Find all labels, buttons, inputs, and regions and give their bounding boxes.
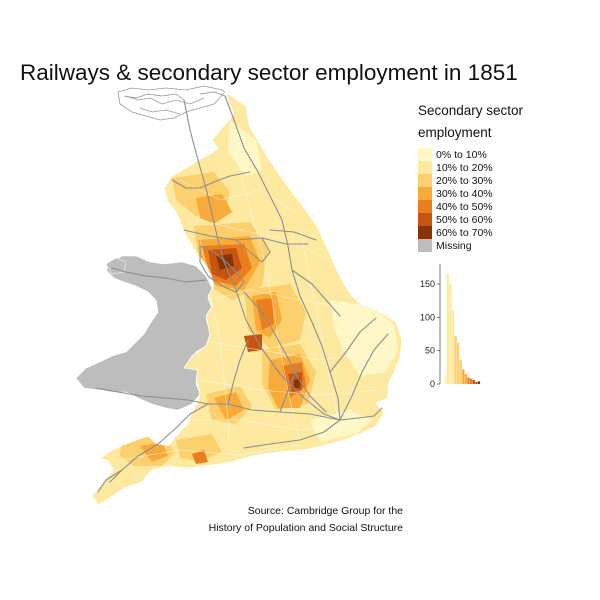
histogram-bar: [459, 360, 462, 384]
histogram-bar: [462, 369, 465, 384]
legend-swatch: [418, 148, 432, 161]
railway-norfolk: [329, 317, 377, 373]
railway-lancs-loop: [199, 245, 245, 293]
legend-swatch: [418, 174, 432, 187]
histogram-bar: [449, 284, 452, 384]
railway-hull: [269, 229, 317, 241]
histogram-bar: [457, 342, 460, 384]
histogram-tick-label: 50: [425, 346, 435, 356]
legend-swatch: [418, 200, 432, 213]
legend-label: 20% to 30%: [436, 174, 493, 187]
district-40-staffs: [256, 298, 274, 330]
histogram-tick-label: 0: [430, 379, 435, 389]
legend-label: Missing: [436, 239, 472, 252]
histogram-bar: [464, 374, 468, 384]
histogram-tick-label: 100: [420, 312, 435, 322]
histogram-bar: [470, 378, 473, 384]
histogram-bar: [454, 336, 457, 384]
legend-item: 0% to 10%: [418, 148, 588, 161]
histogram-bar: [475, 382, 478, 384]
railway-cornwall: [97, 469, 123, 493]
district-30-yorks: [196, 194, 232, 224]
railway-south: [243, 419, 341, 449]
legend-swatch: [418, 239, 432, 252]
district-30-somerset: [140, 442, 168, 462]
histogram-tick-label: 150: [420, 279, 435, 289]
railway-lincs: [291, 269, 341, 317]
railway-east-coast: [224, 95, 341, 421]
legend-swatch: [418, 226, 432, 239]
legend-label: 40% to 50%: [436, 200, 493, 213]
legend-item: Missing: [418, 239, 588, 252]
railway-wales-north: [111, 267, 207, 283]
railway-east-anglia: [339, 333, 389, 421]
legend: Secondary sector employment 0% to 10% 10%…: [418, 100, 588, 252]
district-30-glos: [214, 392, 244, 420]
railway-midland: [243, 291, 327, 413]
legend-label: 0% to 10%: [436, 148, 487, 161]
railway-network: [95, 95, 389, 493]
scotland-railways: [123, 91, 226, 101]
legend-item: 20% to 30%: [418, 174, 588, 187]
wales-missing-region: [75, 255, 213, 411]
source-note: Source: Cambridge Group for the History …: [209, 503, 403, 537]
histogram-bar: [472, 380, 475, 384]
scotland-outline: [117, 85, 226, 121]
district-60-leics: [294, 378, 300, 388]
legend-label: 60% to 70%: [436, 226, 493, 239]
district-20-southwest2: [176, 434, 222, 462]
legend-label: 10% to 20%: [436, 161, 493, 174]
legend-item: 50% to 60%: [418, 213, 588, 226]
histogram-bar: [467, 377, 470, 384]
histogram-bar: [446, 274, 449, 384]
railway-west-coast: [183, 99, 341, 421]
legend-items: 0% to 10% 10% to 20% 20% to 30% 30% to 40% 4…: [418, 148, 588, 252]
histogram-bar: [477, 381, 481, 384]
histogram-chart: 0 50 100 150: [420, 264, 481, 389]
legend-item: 40% to 50%: [418, 200, 588, 213]
source-line1: Source: Cambridge Group for the: [247, 505, 403, 517]
railway-oxford: [279, 363, 301, 413]
map-title: Railways & secondary sector employment i…: [20, 60, 518, 85]
district-low-east: [330, 300, 398, 376]
railway-wales-south: [95, 387, 209, 405]
district-low-north: [228, 120, 262, 176]
district-40-devon: [192, 450, 208, 464]
railway-trans-pennine: [183, 229, 309, 245]
employment-districts: [120, 120, 398, 466]
legend-label: 30% to 40%: [436, 187, 493, 200]
source-line2: History of Population and Social Structu…: [208, 522, 403, 534]
legend-swatch: [418, 161, 432, 174]
railway-kent: [339, 407, 383, 421]
railway-cumbria: [171, 171, 251, 189]
railway-bristol-birm: [227, 339, 249, 405]
legend-item: 10% to 20%: [418, 161, 588, 174]
histogram-bar: [451, 310, 455, 384]
legend-label: 50% to 60%: [436, 213, 493, 226]
legend-title-line1: Secondary sector: [418, 103, 524, 118]
legend-swatch: [418, 187, 432, 200]
legend-title-line2: employment: [418, 125, 492, 140]
district-50-birm: [244, 334, 262, 352]
histogram-bar: [444, 376, 447, 384]
legend-swatch: [418, 213, 432, 226]
railway-gwr: [109, 403, 341, 483]
legend-item: 30% to 40%: [418, 187, 588, 200]
railway-yorks-loop: [235, 237, 271, 263]
legend-item: 60% to 70%: [418, 226, 588, 239]
